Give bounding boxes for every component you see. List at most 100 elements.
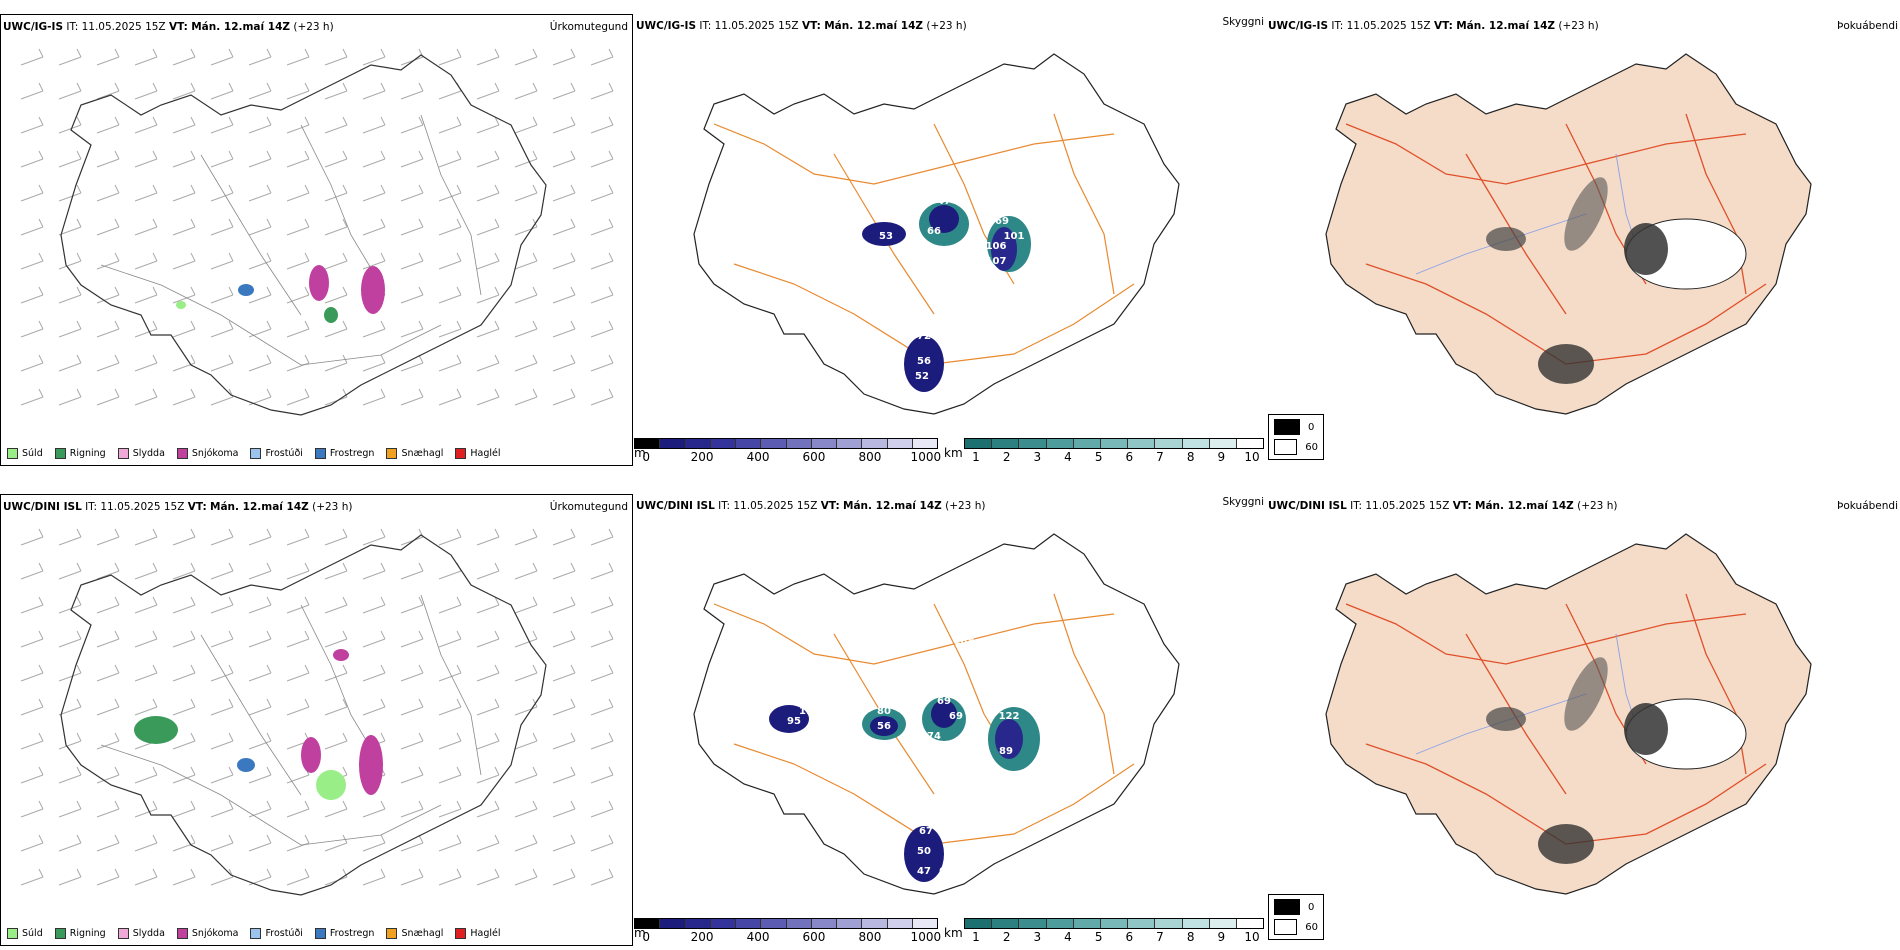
wind-barb — [552, 698, 576, 716]
wind-barb — [552, 252, 576, 270]
colorbar-swatch — [1073, 919, 1101, 928]
legend-item: Snæhagl — [386, 928, 443, 939]
legend-item: Súld — [7, 928, 43, 939]
wind-barb — [96, 596, 120, 614]
colorbar-tick-label: 0 — [642, 450, 650, 464]
colorbar-swatch — [1046, 919, 1074, 928]
wind-barb — [400, 116, 424, 134]
wind-barb — [590, 388, 614, 406]
wind-barb — [248, 218, 272, 236]
wind-barb — [172, 664, 196, 682]
wind-barb — [58, 218, 82, 236]
wind-barb — [210, 354, 234, 372]
panel-header: UWC/IG-IS IT: 11.05.2025 15Z VT: Mán. 12… — [3, 21, 334, 33]
wind-barb — [552, 630, 576, 648]
wind-barb — [362, 630, 386, 648]
fog-swatch — [1274, 919, 1298, 935]
colorbar-swatch — [736, 919, 762, 928]
wind-barb — [400, 528, 424, 546]
panel-header: UWC/DINI ISL IT: 11.05.2025 15Z VT: Mán.… — [636, 500, 986, 512]
colorbar-swatch — [736, 439, 762, 448]
wind-barb — [476, 732, 500, 750]
visibility-value-label: 101 — [1004, 231, 1025, 242]
colorbar-tick-label: 3 — [1033, 930, 1042, 944]
wind-barb — [286, 252, 310, 270]
wind-barb — [20, 82, 44, 100]
wind-barb — [210, 732, 234, 750]
legend-swatch — [7, 928, 18, 939]
wind-barb — [20, 596, 44, 614]
height-unit: m — [634, 926, 646, 940]
wind-barb — [210, 596, 234, 614]
height-colorbar: 0 200 400 600 800 1000 — [634, 438, 941, 464]
wind-barb — [134, 698, 158, 716]
wind-barb — [552, 800, 576, 818]
wind-barb — [514, 320, 538, 338]
colorbar-swatch — [1236, 919, 1264, 928]
colorbar-tick-label: 600 — [802, 450, 826, 464]
wind-barb — [324, 562, 348, 580]
wind-barb — [134, 834, 158, 852]
wind-barb — [552, 116, 576, 134]
wind-barb — [552, 150, 576, 168]
colorbar-swatch — [912, 919, 937, 928]
wind-barb — [58, 528, 82, 546]
wind-barb — [552, 82, 576, 100]
colorbar-tick-label: 6 — [1125, 930, 1134, 944]
wind-barb — [476, 218, 500, 236]
wind-barb — [362, 184, 386, 202]
wind-barb — [210, 320, 234, 338]
wind-barb — [172, 48, 196, 66]
wind-barb — [514, 630, 538, 648]
wind-barb — [514, 48, 538, 66]
visibility-colorbar: 1 2 3 4 5 6 7 8 9 10 — [964, 438, 1264, 464]
wind-barb — [172, 562, 196, 580]
wind-barb — [400, 664, 424, 682]
colorbar-swatch — [837, 919, 863, 928]
wind-barb — [210, 664, 234, 682]
wind-barb — [438, 664, 462, 682]
colorbar-swatch — [811, 919, 837, 928]
wind-barb — [514, 528, 538, 546]
wind-barb — [552, 320, 576, 338]
wind-barb — [476, 116, 500, 134]
wind-barb — [514, 732, 538, 750]
wind-barb — [362, 388, 386, 406]
wind-barb — [362, 596, 386, 614]
wind-barb — [134, 630, 158, 648]
wind-barb — [438, 834, 462, 852]
wind-barb — [514, 252, 538, 270]
wind-barb — [134, 868, 158, 886]
colorbar-swatch — [660, 439, 686, 448]
colorbar-swatch — [710, 919, 736, 928]
wind-barb — [96, 698, 120, 716]
legend-swatch — [117, 448, 129, 459]
fog-swatch — [1274, 899, 1300, 915]
wind-barb — [438, 286, 462, 304]
colorbar-swatch — [862, 439, 888, 448]
wind-barb — [590, 184, 614, 202]
wind-barb — [248, 834, 272, 852]
colorbar-swatch — [1128, 439, 1156, 448]
wind-barb — [438, 766, 462, 784]
wind-barb — [590, 664, 614, 682]
wind-barb — [134, 48, 158, 66]
wind-barb — [476, 596, 500, 614]
panel-type-label: Skyggni — [1222, 16, 1265, 28]
wind-barb — [210, 184, 234, 202]
wind-barb — [476, 184, 500, 202]
colorbar-swatch — [635, 919, 661, 928]
legend-swatch — [314, 928, 326, 939]
wind-barb — [476, 664, 500, 682]
colorbar-swatch — [837, 439, 863, 448]
wind-barb — [552, 48, 576, 66]
wind-barb — [58, 252, 82, 270]
colorbar-swatch — [1209, 919, 1237, 928]
wind-barb — [172, 388, 196, 406]
wind-barb — [400, 184, 424, 202]
wind-barb — [476, 766, 500, 784]
wind-barb — [172, 732, 196, 750]
wind-barb — [324, 116, 348, 134]
wind-barb — [476, 388, 500, 406]
wind-barb — [172, 116, 196, 134]
